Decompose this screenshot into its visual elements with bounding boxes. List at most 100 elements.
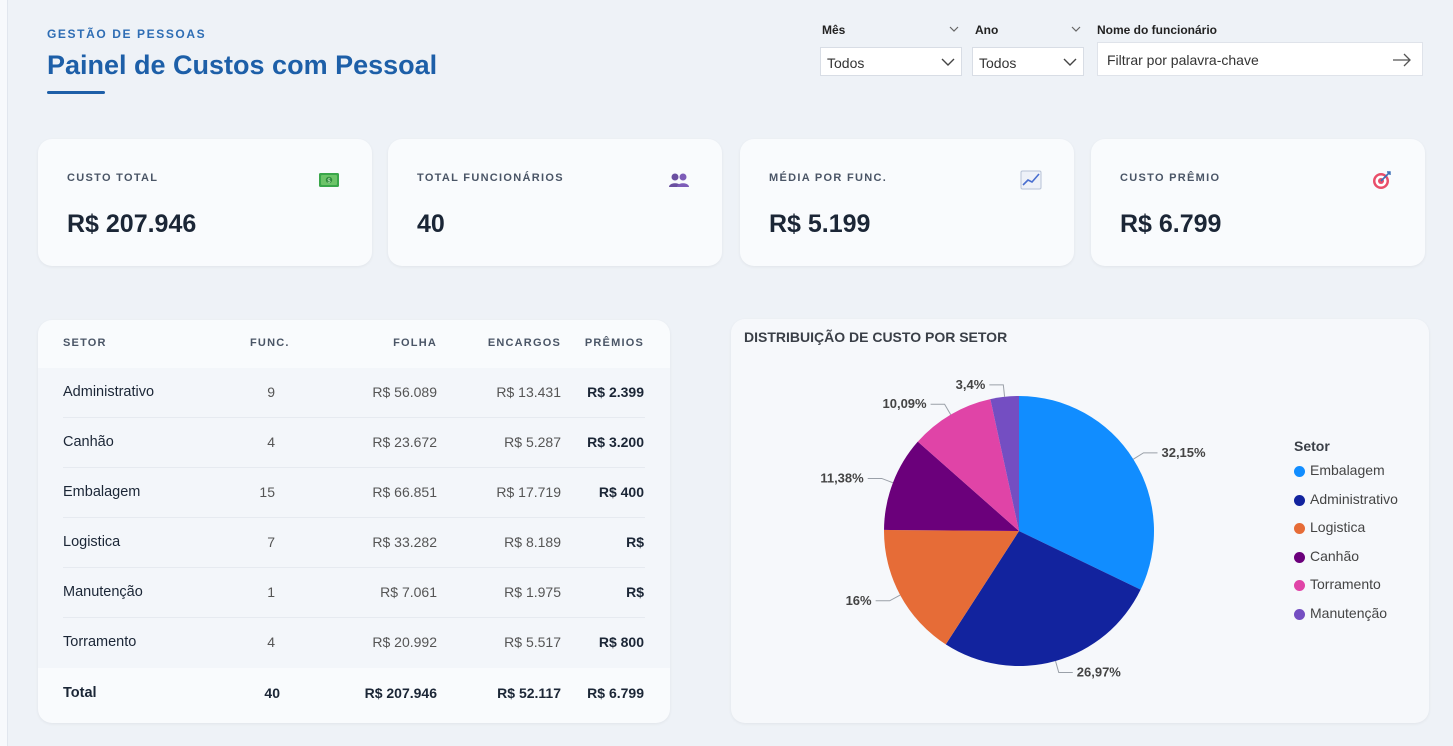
- pie-chart: 32,15% 26,97% 16% 11,38% 10,09% 3,4%: [820, 377, 1206, 680]
- pie-data-label: 32,15%: [1161, 445, 1206, 460]
- people-icon: [669, 173, 689, 187]
- year-filter-label: Ano: [975, 23, 999, 37]
- pie-data-label: 16%: [846, 593, 872, 608]
- pie-slice-embalagem[interactable]: [1019, 396, 1154, 590]
- legend-title: Setor: [1294, 438, 1330, 454]
- legend-label: Canhão: [1310, 547, 1360, 564]
- pie-slice-logistica[interactable]: [884, 529, 1019, 645]
- cell-total-func: 40: [264, 685, 280, 701]
- month-filter-label: Mês: [822, 23, 846, 37]
- cell-setor: Canhão: [63, 434, 114, 450]
- table-row[interactable]: Administrativo 9 R$ 56.089 R$ 13.431 R$ …: [38, 368, 670, 418]
- table-header-setor[interactable]: SETOR: [63, 337, 107, 349]
- chevron-down-icon: [1063, 58, 1077, 66]
- chevron-down-icon[interactable]: [1070, 23, 1082, 35]
- row-divider: [63, 417, 645, 418]
- money-icon: $: [319, 173, 339, 187]
- cell-total-label: Total: [63, 685, 97, 701]
- cell-func: 15: [259, 484, 275, 500]
- row-divider: [63, 567, 645, 568]
- pie-slice-canhão[interactable]: [884, 441, 1019, 531]
- pie-leader-line: [989, 384, 1006, 397]
- legend-label: Embalagem: [1310, 462, 1385, 478]
- table-row[interactable]: Torramento 4 R$ 20.992 R$ 5.517 R$ 800: [38, 618, 670, 668]
- legend-label: Logistica: [1310, 519, 1366, 535]
- cell-encargos: R$ 17.719: [496, 484, 561, 500]
- employee-filter-label: Nome do funcionário: [1097, 23, 1217, 37]
- pie-slice-administrativo[interactable]: [945, 531, 1141, 666]
- pie-slice-manutenção[interactable]: [990, 396, 1019, 531]
- cell-premios: R$ 2.399: [587, 384, 644, 400]
- cell-func: 4: [267, 434, 275, 450]
- legend-dot: [1294, 466, 1305, 477]
- target-icon: [1373, 171, 1391, 189]
- table-row[interactable]: Manutenção 1 R$ 7.061 R$ 1.975 R$: [38, 568, 670, 618]
- pie-leader-line: [1055, 660, 1073, 674]
- cell-folha: R$ 23.672: [372, 434, 437, 450]
- kpi-value: R$ 207.946: [67, 210, 197, 238]
- kpi-card-total-employees: TOTAL FUNCIONÁRIOS 40: [388, 139, 722, 266]
- cell-setor: Manutenção: [63, 584, 143, 600]
- chevron-down-icon[interactable]: [948, 23, 960, 35]
- cell-folha: R$ 7.061: [380, 584, 437, 600]
- arrow-right-icon[interactable]: [1392, 52, 1412, 68]
- year-select[interactable]: Todos: [972, 47, 1084, 76]
- cell-total-encargos: R$ 52.117: [497, 685, 561, 701]
- month-select[interactable]: Todos: [820, 47, 962, 76]
- cell-func: 1: [267, 584, 275, 600]
- svg-text:$: $: [327, 178, 331, 185]
- kpi-card-bonus-cost: CUSTO PRÊMIO R$ 6.799: [1091, 139, 1425, 266]
- legend-dot: [1294, 608, 1305, 620]
- table-row[interactable]: Canhão 4 R$ 23.672 R$ 5.287 R$ 3.200: [38, 418, 670, 468]
- legend-dot: [1294, 551, 1305, 563]
- cell-encargos: R$ 5.517: [504, 634, 561, 650]
- kpi-label: MÉDIA POR FUNC.: [769, 172, 888, 184]
- cell-folha: R$ 33.282: [372, 534, 437, 550]
- chart-title: DISTRIBUIÇÃO DE CUSTO POR SETOR: [744, 329, 1008, 345]
- table-header-func[interactable]: FUNC.: [250, 337, 290, 349]
- legend-dot: [1294, 580, 1305, 591]
- row-divider: [63, 517, 645, 518]
- cell-encargos: R$ 1.975: [504, 584, 561, 600]
- pie-slice-torramento[interactable]: [917, 399, 1019, 531]
- page-eyebrow: GESTÃO DE PESSOAS: [47, 27, 207, 41]
- pie-data-label: 26,97%: [1077, 665, 1122, 680]
- title-underline: [47, 91, 105, 94]
- page-title: Painel de Custos com Pessoal: [47, 50, 438, 80]
- legend-label: Torramento: [1310, 576, 1381, 592]
- table-row[interactable]: Logistica 7 R$ 33.282 R$ 8.189 R$: [38, 518, 670, 568]
- employee-search-input[interactable]: Filtrar por palavra-chave: [1097, 42, 1423, 76]
- table-header-premios[interactable]: PRÊMIOS: [584, 337, 644, 349]
- legend-dot: [1294, 523, 1305, 534]
- kpi-card-average-per-employee: MÉDIA POR FUNC. R$ 5.199: [740, 139, 1074, 266]
- month-select-value: Todos: [827, 55, 865, 71]
- cell-func: 4: [267, 634, 275, 650]
- left-edge-panel: [0, 0, 8, 746]
- cell-premios: R$: [626, 584, 644, 600]
- cell-setor: Embalagem: [63, 484, 141, 500]
- pie-data-label: 11,38%: [820, 470, 864, 485]
- table-row[interactable]: Embalagem 15 R$ 66.851 R$ 17.719 R$ 400: [38, 468, 670, 518]
- legend-dot: [1294, 494, 1305, 506]
- cell-encargos: R$ 5.287: [504, 434, 561, 450]
- cell-total-premios: R$ 6.799: [587, 685, 644, 701]
- table-header-encargos[interactable]: ENCARGOS: [487, 337, 561, 349]
- table-header-folha[interactable]: FOLHA: [393, 337, 437, 349]
- cost-distribution-chart: DISTRIBUIÇÃO DE CUSTO POR SETOR 32,15% 26…: [731, 319, 1429, 723]
- table-total-row: Total 40 R$ 207.946 R$ 52.117 R$ 6.799: [38, 669, 670, 719]
- cell-setor: Logistica: [63, 534, 121, 550]
- kpi-value: R$ 6.799: [1120, 210, 1222, 238]
- kpi-label: TOTAL FUNCIONÁRIOS: [417, 172, 564, 184]
- pie-leader-line: [1133, 452, 1158, 460]
- legend-label: Administrativo: [1310, 490, 1398, 507]
- pie-leader-line: [875, 594, 901, 602]
- cell-premios: R$ 3.200: [587, 434, 644, 450]
- kpi-value: R$ 5.199: [769, 210, 871, 238]
- cell-func: 7: [267, 534, 275, 550]
- row-divider: [63, 617, 645, 618]
- pie-leader-line: [867, 477, 894, 484]
- employee-search-placeholder: Filtrar por palavra-chave: [1107, 52, 1259, 68]
- cell-setor: Administrativo: [63, 384, 155, 400]
- cell-folha: R$ 56.089: [372, 384, 437, 400]
- cell-func: 9: [267, 384, 275, 400]
